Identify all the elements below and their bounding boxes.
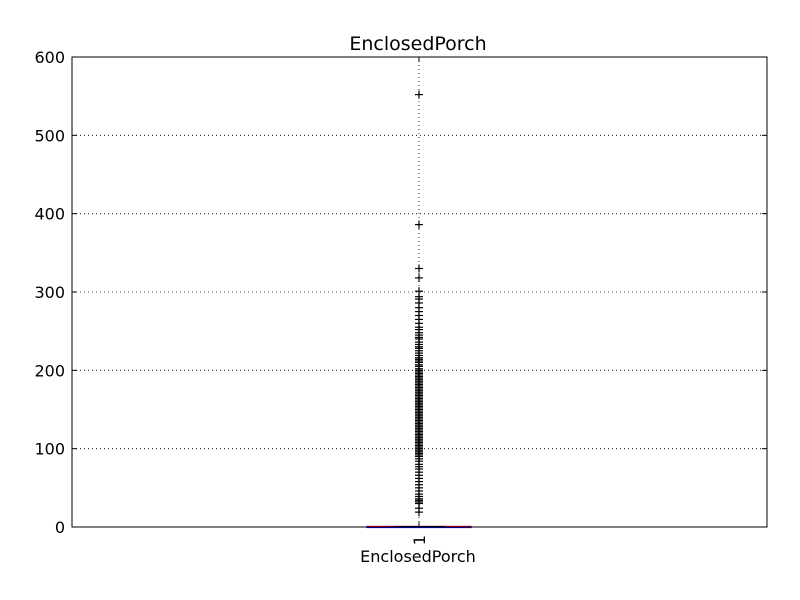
outlier-point [415, 273, 423, 282]
y-tick-label: 200 [34, 361, 65, 380]
x-axis-ticks: 1 [410, 57, 429, 545]
y-tick-label: 300 [34, 283, 65, 302]
outlier-point [415, 508, 423, 517]
y-tick-label: 0 [55, 518, 65, 537]
y-axis-ticks: 0 100 200 300 400 500 600 [34, 48, 767, 537]
x-axis-label: EnclosedPorch [360, 547, 476, 566]
outlier-markers [415, 90, 423, 517]
outlier-point [415, 264, 423, 273]
y-tick-label: 100 [34, 440, 65, 459]
outlier-point [415, 90, 423, 99]
x-tick-label: 1 [410, 535, 429, 545]
y-tick-label: 400 [34, 205, 65, 224]
y-tick-label: 600 [34, 48, 65, 67]
outlier-point [415, 220, 423, 229]
chart-title: EnclosedPorch [349, 33, 486, 55]
y-tick-label: 500 [34, 126, 65, 145]
